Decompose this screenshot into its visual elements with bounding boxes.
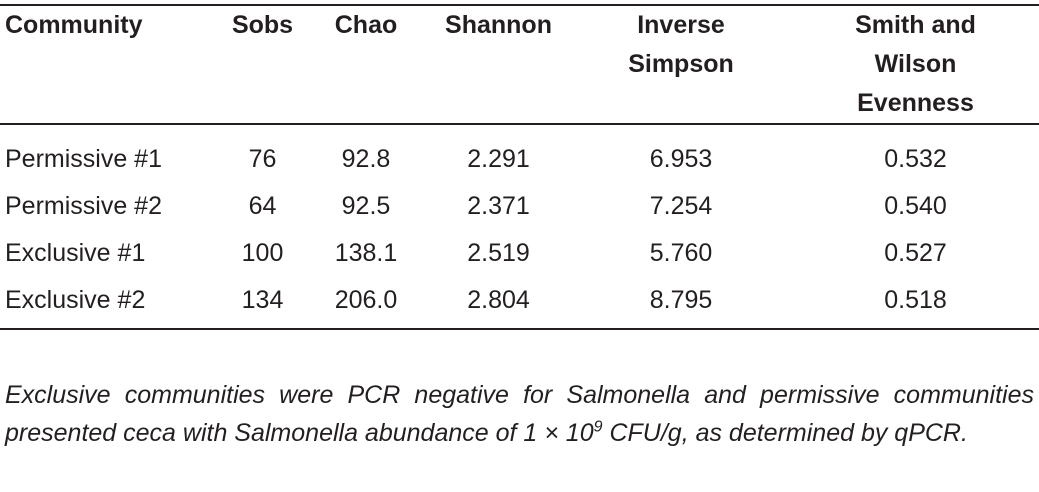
cell-inverse-simpson: 7.254 — [649, 192, 713, 220]
table-header-row: Community Sobs Chao Shannon Inverse Simp… — [0, 4, 1039, 125]
cell-chao: 92.8 — [341, 145, 391, 173]
diversity-table: Community Sobs Chao Shannon Inverse Simp… — [0, 4, 1039, 330]
header-inverse-simpson: Inverse Simpson — [575, 4, 787, 125]
cell-inverse-simpson: 8.795 — [575, 277, 787, 330]
cell-shannon: 2.291 — [467, 145, 530, 173]
footnote-superscript: 9 — [593, 418, 603, 436]
header-community: Community — [0, 4, 215, 125]
header-sobs: Sobs — [215, 4, 310, 125]
cell-inverse-simpson: 5.760 — [649, 239, 713, 267]
header-evenness-line-3: Evenness — [857, 89, 974, 117]
cell-community: Permissive #2 — [5, 192, 162, 220]
cell-evenness: 0.540 — [884, 192, 947, 220]
cell-chao: 138.1 — [334, 239, 398, 267]
cell-chao: 92.5 — [341, 192, 391, 220]
footnote-text: Exclusive communities were PCR negative … — [5, 381, 1034, 447]
cell-evenness: 0.532 — [884, 145, 947, 173]
header-evenness-line-1: Smith and — [855, 11, 976, 39]
cell-sobs: 100 — [241, 239, 284, 267]
header-evenness: Smith and Wilson Evenness — [787, 4, 1039, 125]
cell-evenness: 0.527 — [884, 239, 947, 267]
cell-shannon: 2.804 — [422, 277, 575, 330]
cell-evenness: 0.518 — [787, 277, 1039, 330]
cell-sobs: 64 — [248, 192, 277, 220]
table-row: Permissive #2 64 92.5 2.371 7.254 0.540 — [0, 183, 1039, 230]
cell-shannon: 2.519 — [467, 239, 530, 267]
table-footnote: Exclusive communities were PCR negative … — [5, 376, 1034, 452]
table-row: Permissive #1 76 92.8 2.291 6.953 0.532 — [0, 124, 1039, 183]
header-shannon: Shannon — [422, 4, 575, 125]
cell-sobs: 134 — [215, 277, 310, 330]
cell-shannon: 2.371 — [467, 192, 530, 220]
header-evenness-line-2: Wilson — [874, 50, 957, 78]
footnote-text-end: CFU/g, as determined by qPCR. — [602, 419, 968, 447]
table-row: Exclusive #2 134 206.0 2.804 8.795 0.518 — [0, 277, 1039, 330]
cell-community: Exclusive #1 — [5, 239, 146, 267]
table-row: Exclusive #1 100 138.1 2.519 5.760 0.527 — [0, 230, 1039, 277]
header-chao: Chao — [310, 4, 422, 125]
cell-inverse-simpson: 6.953 — [649, 145, 713, 173]
header-inverse-simpson-line-2: Simpson — [628, 50, 734, 78]
cell-community: Exclusive #2 — [0, 277, 215, 330]
cell-chao: 206.0 — [310, 277, 422, 330]
cell-sobs: 76 — [248, 145, 277, 173]
header-inverse-simpson-line-1: Inverse — [637, 11, 725, 39]
cell-community: Permissive #1 — [5, 145, 162, 173]
